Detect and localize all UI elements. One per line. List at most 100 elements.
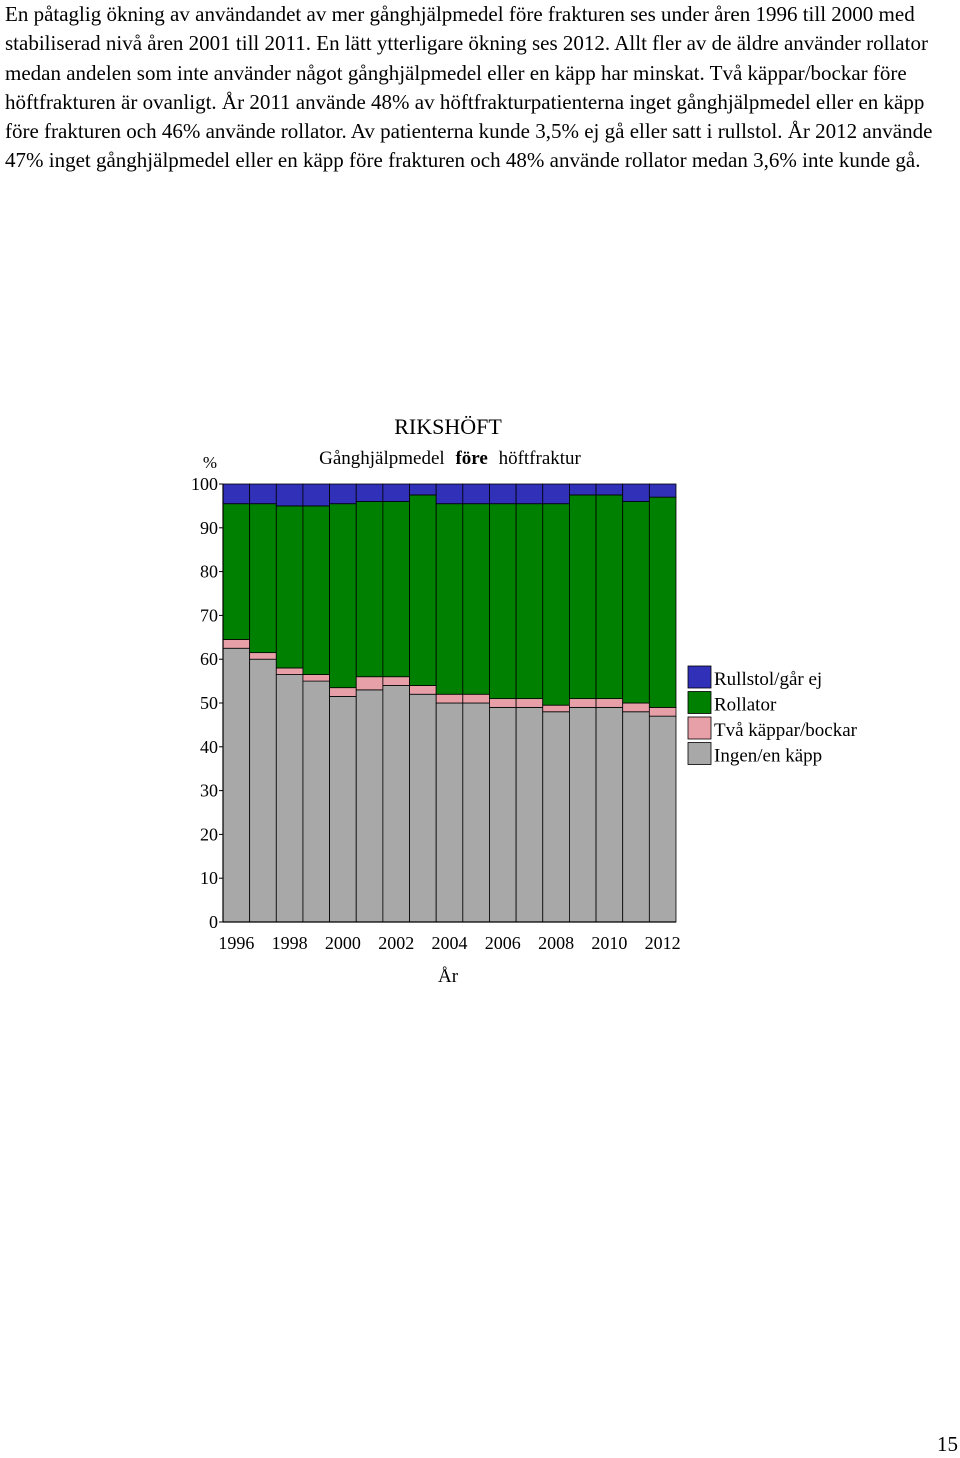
- bar-2009-series-0: [569, 706, 597, 923]
- bar-2007-series-1: [515, 698, 544, 708]
- x-tick-label-2004: 2004: [432, 933, 468, 953]
- y-tick-label-100: 100: [191, 474, 218, 494]
- legend-label-2: Två käppar/bockar: [714, 720, 858, 741]
- legend: Rullstol/går ej Rollator Två käppar/bockar…: [687, 665, 858, 767]
- bar-2012-series-2: [648, 496, 677, 708]
- bar-1997-series-3: [249, 483, 277, 505]
- bar-2008-series-2: [542, 503, 570, 706]
- bar-2005-series-2: [462, 503, 490, 695]
- bar-1997-series-1: [249, 652, 277, 660]
- bar-2003-series-2: [409, 494, 437, 686]
- y-tick-label-0: 0: [209, 912, 218, 932]
- bar-2010-series-2: [595, 494, 624, 700]
- bar-2009-series-3: [569, 483, 597, 496]
- bar-2004-series-3: [435, 483, 464, 505]
- bar-1996-series-1: [222, 639, 251, 649]
- bar-2000-series-3: [329, 483, 357, 505]
- x-tick-label-2002: 2002: [378, 933, 414, 953]
- bar-2006-series-3: [489, 483, 517, 505]
- chart-subtitle-before: Gånghjälpmedel: [319, 448, 445, 469]
- chart-subtitle: Gånghjälpmedel före höftfraktur: [319, 448, 581, 469]
- bar-2001-series-2: [355, 501, 384, 678]
- bar-2006-series-2: [489, 503, 517, 700]
- x-axis-label: År: [438, 966, 459, 987]
- walking-aid-chart-svg: RIKSHÖFT Gånghjälpmedel före höftfraktur…: [191, 414, 858, 987]
- y-tick-label-60: 60: [200, 649, 218, 669]
- bar-1998-series-3: [275, 483, 304, 507]
- bar-2011-series-1: [622, 702, 650, 713]
- legend-swatch-1: [687, 691, 712, 714]
- x-tick-label-2008: 2008: [538, 933, 574, 953]
- bar-1998-series-0: [275, 674, 304, 923]
- bar-2007-series-2: [515, 503, 544, 700]
- y-tick-label-50: 50: [200, 693, 218, 713]
- bar-2005-series-0: [462, 702, 490, 923]
- bar-1999-series-3: [302, 483, 330, 507]
- bar-2008-series-3: [542, 483, 570, 505]
- bar-2007-series-0: [515, 706, 544, 923]
- bar-1996-series-2: [222, 503, 251, 640]
- legend-swatch-2: [687, 716, 712, 740]
- legend-swatch-0: [687, 665, 712, 689]
- bar-2011-series-3: [622, 483, 650, 502]
- y-tick-label-70: 70: [200, 605, 218, 625]
- bar-2003-series-3: [409, 483, 437, 496]
- bar-2010-series-3: [595, 483, 624, 496]
- bar-2008-series-1: [542, 704, 570, 713]
- bar-2000-series-0: [329, 696, 357, 923]
- x-tick-label-2012: 2012: [645, 933, 681, 953]
- legend-swatch-3: [687, 742, 712, 765]
- bar-2011-series-0: [622, 711, 650, 923]
- bar-2000-series-1: [329, 687, 357, 697]
- y-tick-label-90: 90: [200, 518, 218, 538]
- bar-2005-series-1: [462, 693, 490, 704]
- page-number: 15: [937, 1432, 958, 1456]
- x-tick-label-2006: 2006: [485, 933, 521, 953]
- y-tick-label-80: 80: [200, 562, 218, 582]
- walking-aid-chart: RIKSHÖFT Gånghjälpmedel före höftfraktur…: [0, 400, 960, 1000]
- legend-label-1: Rollator: [714, 695, 777, 716]
- bar-1999-series-0: [302, 680, 330, 923]
- bar-2010-series-0: [595, 706, 624, 923]
- plot-area: 0 10 20 30 40 50 60 70 80 90 100 1996 1998 2000 2002 20…: [191, 474, 681, 953]
- chart-subtitle-after: höftfraktur: [499, 448, 582, 469]
- legend-label-3: Ingen/en käpp: [714, 746, 822, 767]
- bar-1996-series-3: [222, 483, 251, 505]
- bar-1999-series-1: [302, 674, 330, 682]
- y-tick-label-30: 30: [200, 781, 218, 801]
- bar-2005-series-3: [462, 483, 490, 505]
- bar-2004-series-2: [435, 503, 464, 695]
- bar-2012-series-3: [648, 483, 677, 498]
- bar-2004-series-0: [435, 702, 464, 923]
- bar-2001-series-1: [355, 676, 384, 691]
- bar-2002-series-3: [382, 483, 410, 502]
- bar-2001-series-0: [355, 689, 384, 923]
- bar-1998-series-1: [275, 667, 304, 675]
- x-tick-label-2000: 2000: [325, 933, 361, 953]
- bar-2011-series-2: [622, 501, 650, 704]
- bar-2001-series-3: [355, 483, 384, 502]
- bar-1996-series-0: [222, 647, 251, 923]
- y-axis-label: %: [203, 453, 217, 472]
- bar-2002-series-2: [382, 501, 410, 678]
- bar-2002-series-0: [382, 685, 410, 923]
- bar-2009-series-1: [569, 698, 597, 708]
- bar-2008-series-0: [542, 711, 570, 923]
- bar-2012-series-0: [648, 715, 677, 923]
- chart-subtitle-bold: före: [455, 448, 487, 469]
- bar-2003-series-1: [409, 685, 437, 695]
- x-tick-label-1996: 1996: [218, 933, 254, 953]
- bar-2009-series-2: [569, 494, 597, 700]
- y-tick-label-20: 20: [200, 824, 218, 844]
- legend-label-0: Rullstol/går ej: [714, 669, 822, 690]
- bar-2000-series-2: [329, 503, 357, 689]
- bar-2002-series-1: [382, 676, 410, 686]
- bar-2003-series-0: [409, 693, 437, 923]
- x-tick-label-2010: 2010: [591, 933, 627, 953]
- y-tick-label-40: 40: [200, 737, 218, 757]
- bar-1997-series-2: [249, 503, 277, 654]
- bar-1997-series-0: [249, 658, 277, 923]
- y-tick-label-10: 10: [200, 868, 218, 888]
- bar-1999-series-2: [302, 505, 330, 675]
- bar-2007-series-3: [515, 483, 544, 505]
